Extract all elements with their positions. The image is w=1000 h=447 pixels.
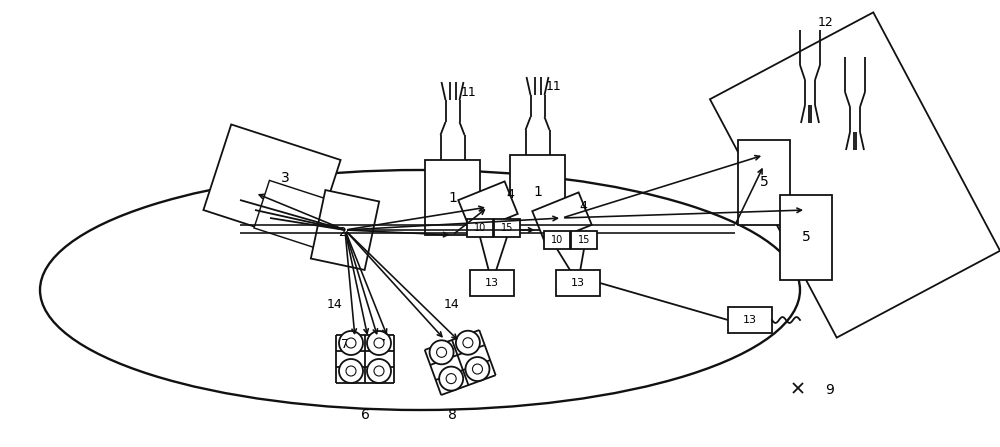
Polygon shape	[311, 190, 379, 270]
Text: 9: 9	[826, 383, 834, 397]
Circle shape	[339, 359, 363, 383]
Polygon shape	[532, 192, 592, 244]
Circle shape	[439, 367, 463, 391]
Text: 10: 10	[551, 235, 563, 245]
Text: 11: 11	[546, 80, 561, 93]
Bar	[571, 231, 597, 249]
Circle shape	[367, 359, 391, 383]
Text: 8: 8	[448, 408, 456, 422]
Circle shape	[437, 347, 447, 357]
Text: 13: 13	[485, 278, 499, 288]
Bar	[556, 270, 600, 296]
Polygon shape	[254, 181, 336, 249]
Circle shape	[374, 366, 384, 376]
Polygon shape	[458, 181, 518, 232]
Bar	[738, 140, 790, 225]
Bar	[544, 231, 570, 249]
Text: 14: 14	[327, 299, 343, 312]
Circle shape	[346, 338, 356, 348]
Text: 13: 13	[743, 315, 757, 325]
Text: 11: 11	[461, 85, 476, 98]
Circle shape	[346, 366, 356, 376]
Text: 15: 15	[578, 235, 590, 245]
Text: 1: 1	[533, 186, 542, 199]
Text: 12: 12	[818, 16, 834, 29]
Polygon shape	[710, 13, 1000, 337]
Circle shape	[463, 338, 473, 348]
Text: 7: 7	[341, 338, 349, 351]
Text: 1: 1	[448, 190, 457, 204]
Text: 15: 15	[501, 223, 513, 233]
Text: 3: 3	[281, 171, 289, 185]
Circle shape	[374, 338, 384, 348]
Text: 6: 6	[361, 408, 369, 422]
Text: 7: 7	[378, 338, 386, 351]
Text: 5: 5	[802, 230, 810, 244]
Bar	[780, 195, 832, 280]
Circle shape	[367, 331, 391, 355]
Bar	[467, 219, 493, 237]
Polygon shape	[203, 124, 341, 245]
Circle shape	[465, 357, 489, 381]
Bar	[728, 307, 772, 333]
Text: 2: 2	[338, 227, 346, 240]
Text: 10: 10	[474, 223, 486, 233]
Circle shape	[430, 340, 454, 364]
Circle shape	[456, 331, 480, 355]
Bar	[470, 270, 514, 296]
Circle shape	[472, 364, 482, 374]
Text: 4: 4	[506, 189, 514, 202]
Text: 5: 5	[760, 175, 768, 189]
Circle shape	[339, 331, 363, 355]
Text: 4: 4	[579, 199, 587, 212]
Bar	[510, 155, 565, 230]
Bar	[425, 160, 480, 235]
Text: 14: 14	[444, 299, 460, 312]
Text: 13: 13	[571, 278, 585, 288]
Circle shape	[446, 374, 456, 384]
Bar	[494, 219, 520, 237]
